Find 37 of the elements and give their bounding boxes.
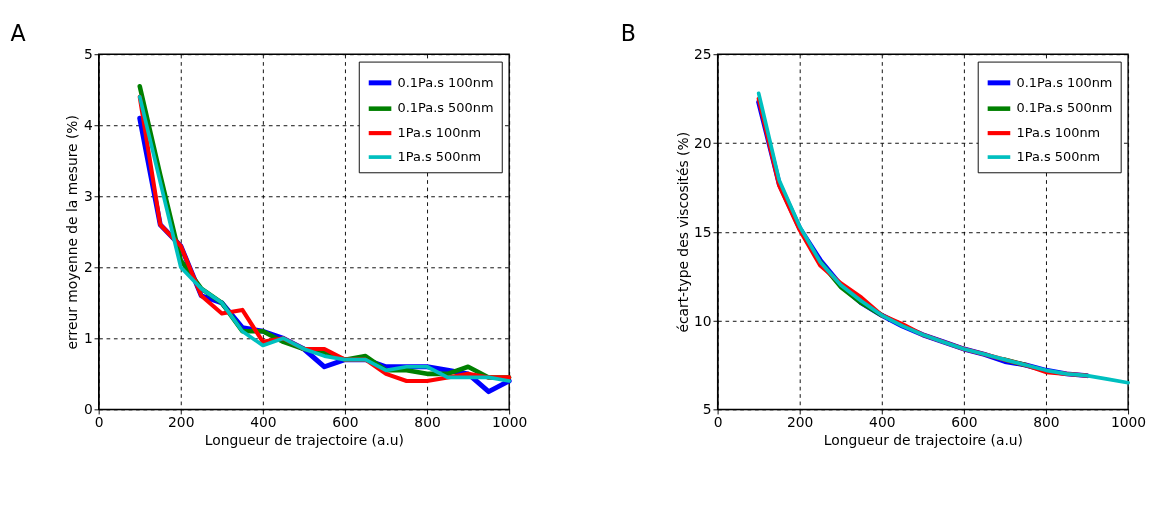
- y-tick-label: 5: [83, 46, 93, 63]
- legend-label: 0.1Pa.s 100nm: [397, 74, 494, 90]
- x-tick-label: 600: [951, 414, 978, 431]
- y-tick-label: 25: [694, 46, 712, 63]
- x-tick-label: 1000: [492, 414, 528, 431]
- legend-label: 1Pa.s 500nm: [397, 148, 482, 164]
- x-axis-title: Longueur de trajectoire (a.u): [204, 431, 405, 448]
- y-tick-label: 0: [83, 401, 93, 418]
- y-tick-label: 1: [83, 330, 93, 347]
- legend-label: 0.1Pa.s 500nm: [397, 100, 494, 116]
- legend-label: 1Pa.s 100nm: [1016, 124, 1101, 140]
- x-tick-label: 400: [250, 414, 277, 431]
- y-tick-label: 10: [694, 312, 712, 329]
- legend-label: 1Pa.s 500nm: [1016, 148, 1101, 164]
- chart-title: A: [10, 20, 26, 47]
- y-axis-title: erreur moyenne de la mesure (%): [64, 115, 81, 350]
- legend-label: 0.1Pa.s 500nm: [1016, 100, 1113, 116]
- x-tick-label: 800: [1033, 414, 1060, 431]
- x-tick-label: 400: [869, 414, 896, 431]
- y-tick-label: 5: [702, 401, 712, 418]
- x-tick-label: 0: [94, 414, 104, 431]
- y-tick-label: 20: [694, 135, 712, 152]
- y-tick-label: 4: [83, 117, 93, 134]
- x-tick-label: 0: [713, 414, 723, 431]
- x-axis-title: Longueur de trajectoire (a.u): [823, 431, 1023, 448]
- chart-title: B: [620, 20, 636, 47]
- x-tick-label: 200: [786, 414, 814, 431]
- x-tick-label: 200: [168, 414, 195, 431]
- y-axis-title: écart-type des viscosités (%): [674, 131, 691, 333]
- legend-label: 0.1Pa.s 100nm: [1016, 74, 1113, 90]
- x-tick-label: 800: [414, 414, 441, 431]
- y-tick-label: 3: [83, 188, 93, 205]
- y-tick-label: 2: [83, 259, 93, 276]
- legend-label: 1Pa.s 100nm: [397, 124, 482, 140]
- y-tick-label: 15: [694, 223, 712, 240]
- x-tick-label: 600: [332, 414, 359, 431]
- x-tick-label: 1000: [1110, 414, 1147, 431]
